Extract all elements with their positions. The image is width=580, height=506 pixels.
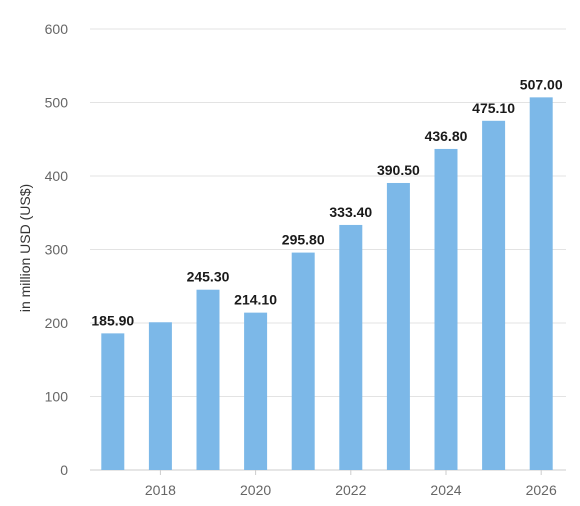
bar [291, 252, 315, 470]
y-axis: 0 100 200 300 400 500 600 [45, 21, 69, 478]
y-axis-title: in million USD (US$) [17, 184, 33, 312]
bar [148, 322, 172, 470]
y-tick-label: 600 [45, 21, 69, 37]
x-tick-label: 2026 [526, 482, 557, 498]
x-tick-label: 2020 [240, 482, 271, 498]
y-tick-label: 200 [45, 315, 69, 331]
x-tick-label: 2024 [430, 482, 461, 498]
y-tick-label: 100 [45, 389, 69, 405]
y-tick-label: 500 [45, 95, 69, 111]
bar [101, 333, 125, 470]
y-tick-label: 300 [45, 242, 69, 258]
x-axis: 2018 2020 2022 2024 2026 [145, 470, 557, 498]
bar [339, 224, 363, 470]
data-label: 475.10 [472, 100, 515, 116]
data-label: 214.10 [234, 292, 277, 308]
bar [529, 97, 553, 470]
data-label: 245.30 [187, 269, 230, 285]
data-label: 185.90 [91, 312, 134, 328]
bar [482, 120, 506, 470]
data-label: 436.80 [425, 128, 468, 144]
data-label: 333.40 [329, 204, 372, 220]
x-tick-label: 2018 [145, 482, 176, 498]
data-label: 507.00 [520, 76, 563, 92]
y-tick-label: 0 [60, 462, 68, 478]
bars [101, 97, 553, 471]
data-label: 295.80 [282, 232, 325, 248]
y-tick-label: 400 [45, 168, 69, 184]
x-tick-label: 2022 [335, 482, 366, 498]
bar [196, 289, 220, 470]
bar [386, 182, 410, 471]
data-label: 390.50 [377, 162, 420, 178]
bar [244, 312, 268, 470]
bar [434, 148, 458, 470]
